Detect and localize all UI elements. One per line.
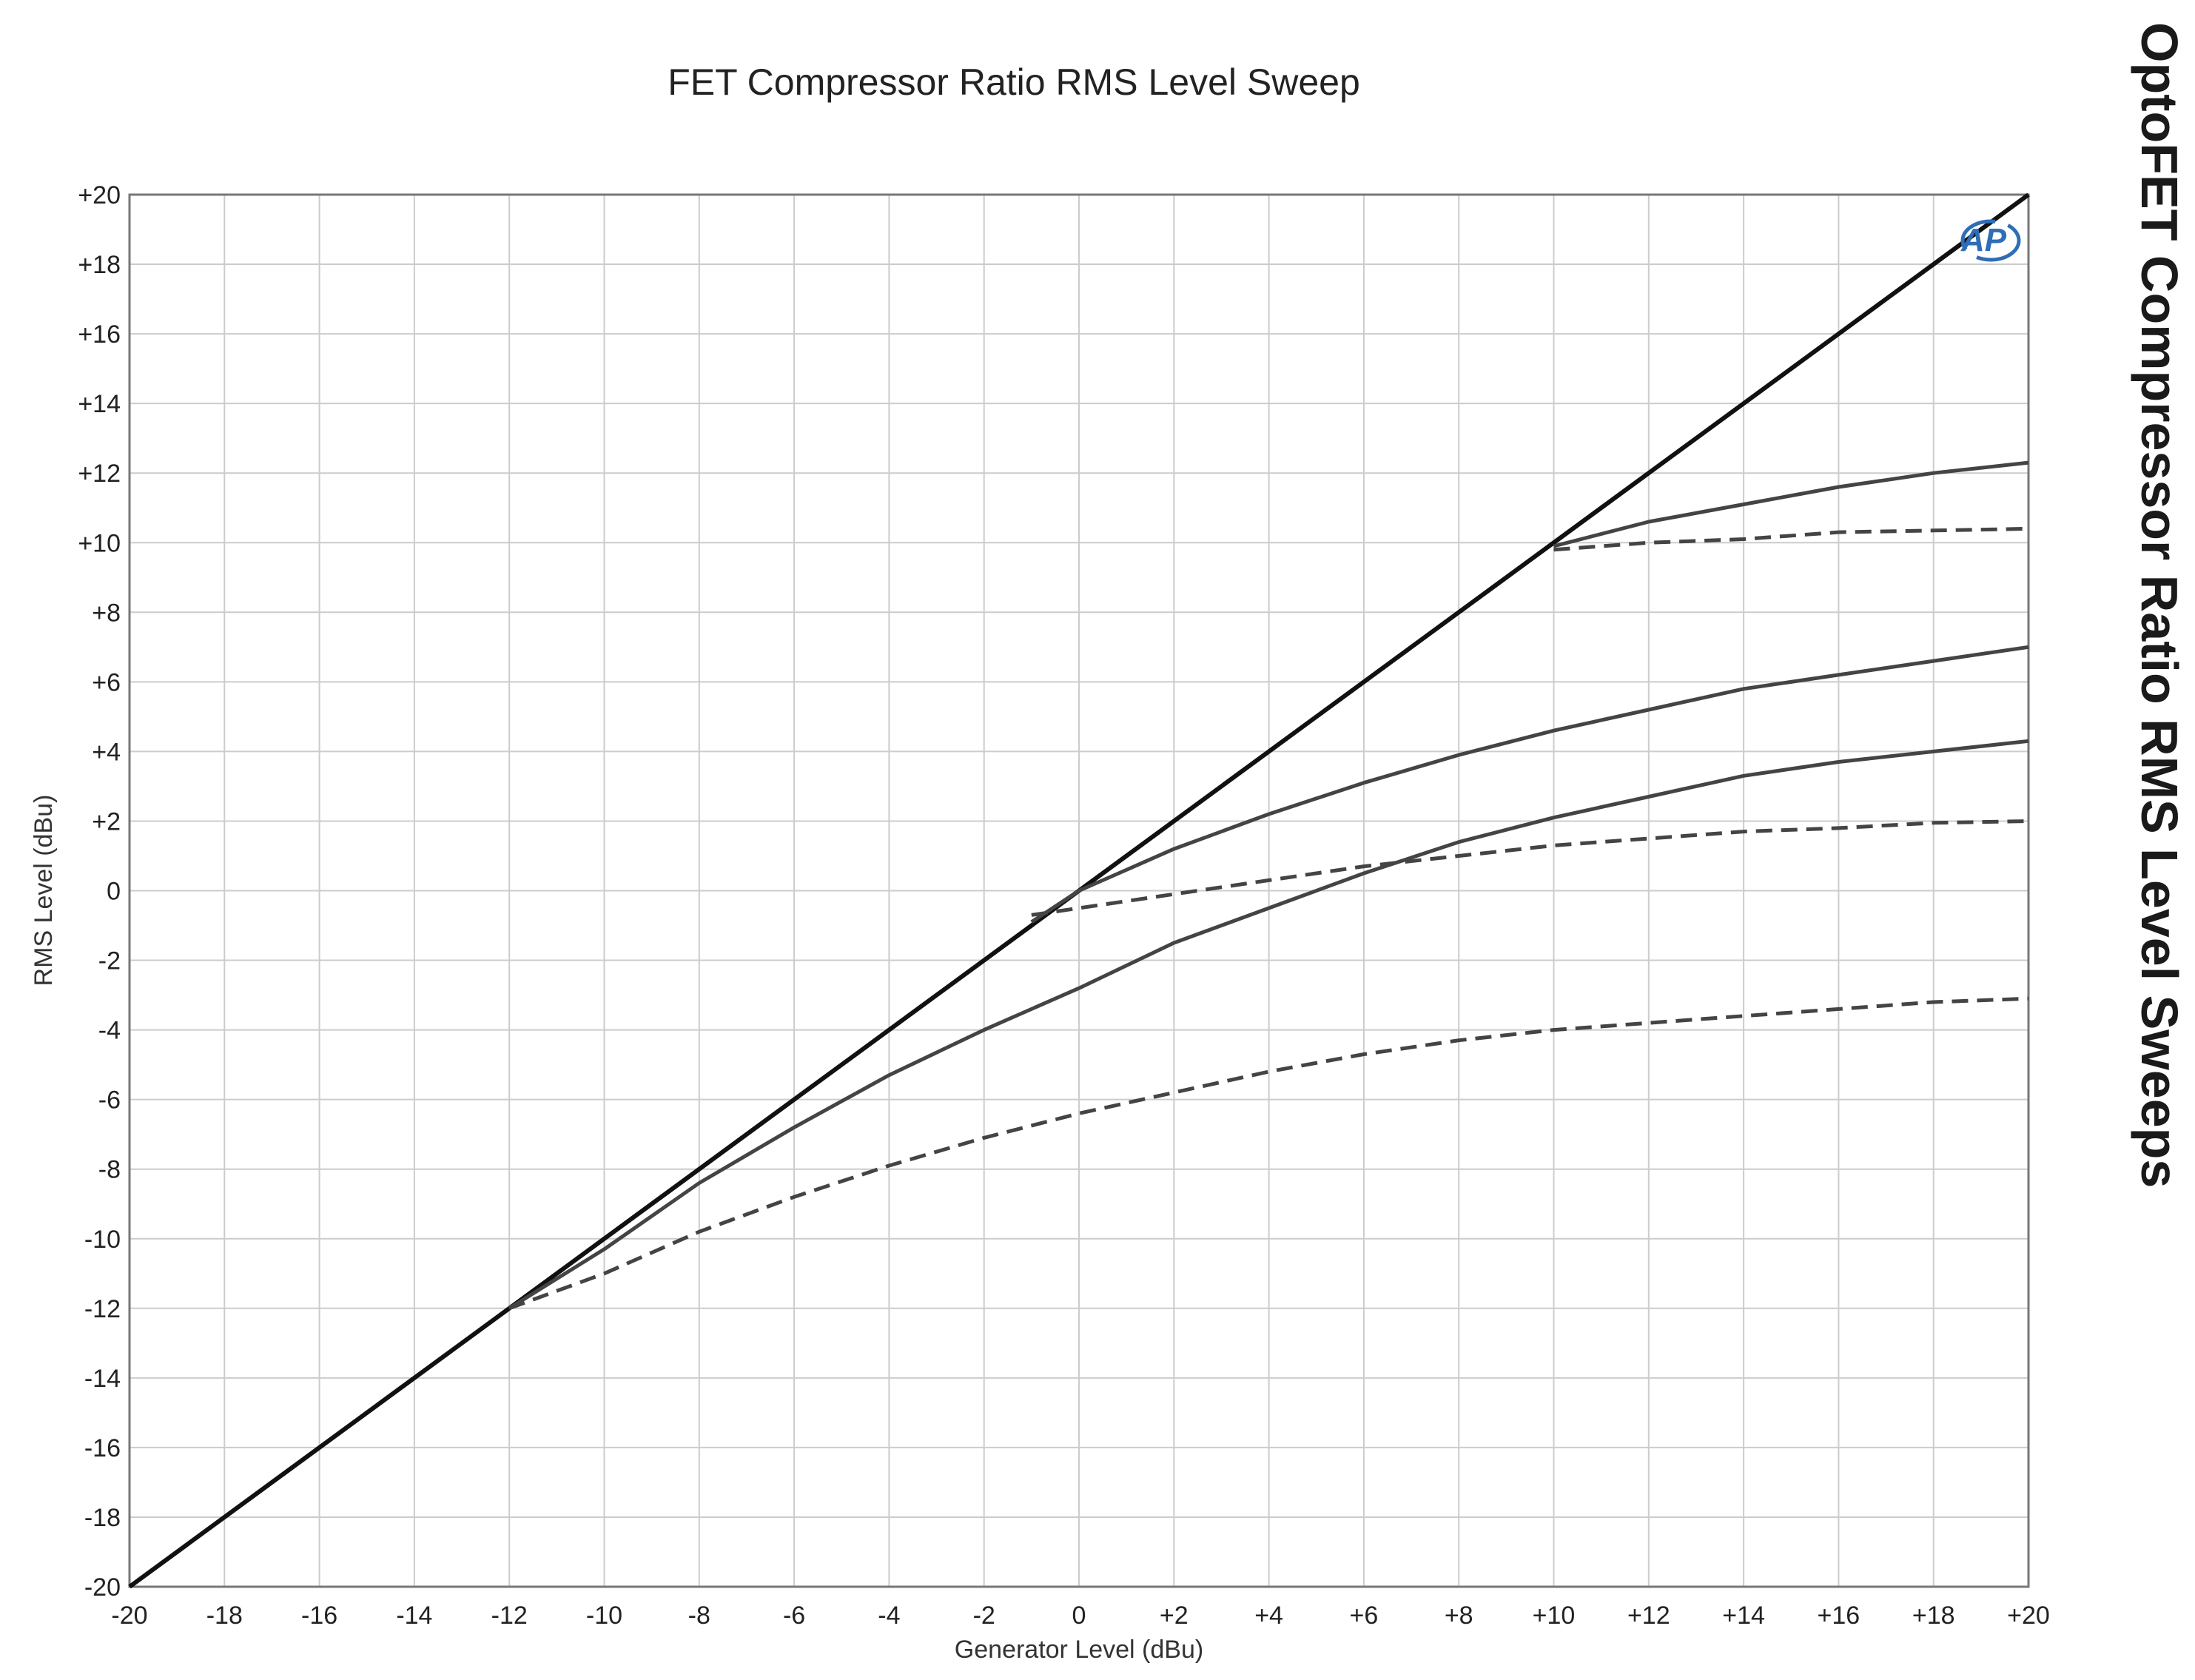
x-tick-label: -4 bbox=[878, 1602, 900, 1630]
y-tick-label: -16 bbox=[84, 1434, 121, 1462]
x-tick-label: +2 bbox=[1160, 1602, 1189, 1630]
y-tick-label: -4 bbox=[98, 1017, 121, 1045]
x-tick-label: 0 bbox=[1072, 1602, 1086, 1630]
x-tick-label: +20 bbox=[2007, 1602, 2050, 1630]
x-axis-ticks: -20 -18 -16 -14 -12 -10 -8 -6 -4 -2 0 +2 +4 +6 +8 +10 +1… bbox=[111, 1602, 2049, 1630]
y-axis-label: RMS Level (dBu) bbox=[30, 795, 58, 987]
plot-frame bbox=[128, 193, 2030, 1588]
y-tick-label: -8 bbox=[98, 1156, 121, 1184]
x-tick-label: +12 bbox=[1627, 1602, 1670, 1630]
x-tick-label: -12 bbox=[491, 1602, 528, 1630]
series-line bbox=[1553, 460, 2029, 548]
x-tick-label: -14 bbox=[396, 1602, 432, 1630]
y-tick-label: -6 bbox=[98, 1086, 121, 1115]
y-tick-label: -2 bbox=[98, 947, 121, 975]
chart-title: FET Compressor Ratio RMS Level Sweep bbox=[668, 61, 1360, 103]
y-tick-label: -20 bbox=[84, 1573, 121, 1602]
y-tick-label: +20 bbox=[78, 181, 121, 209]
y-tick-label: +12 bbox=[78, 460, 121, 488]
x-tick-label: +10 bbox=[1533, 1602, 1576, 1630]
y-tick-label: -18 bbox=[84, 1504, 121, 1532]
y-tick-label: 0 bbox=[107, 878, 121, 906]
y-tick-label: +2 bbox=[92, 807, 121, 836]
grid-lines bbox=[129, 194, 2029, 1587]
y-tick-label: +10 bbox=[78, 529, 121, 557]
x-axis-label: Generator Level (dBu) bbox=[955, 1636, 1203, 1664]
y-tick-label: +14 bbox=[78, 390, 121, 418]
x-tick-label: -6 bbox=[783, 1602, 805, 1630]
y-tick-label: -14 bbox=[84, 1365, 121, 1393]
x-tick-label: +6 bbox=[1350, 1602, 1379, 1630]
x-tick-label: -10 bbox=[586, 1602, 622, 1630]
y-tick-label: -10 bbox=[84, 1226, 121, 1254]
y-tick-label: +4 bbox=[92, 738, 121, 766]
side-title: OptoFET Compressor Ratio RMS Level Sweep… bbox=[2131, 22, 2188, 1189]
x-tick-label: -2 bbox=[973, 1602, 995, 1630]
x-tick-label: -20 bbox=[111, 1602, 147, 1630]
series-line bbox=[1553, 526, 2029, 552]
x-tick-label: -18 bbox=[206, 1602, 243, 1630]
x-tick-label: +16 bbox=[1818, 1602, 1860, 1630]
y-axis-ticks: +20+18+16+14+12+10+8+6+4+20-2-4-6-8-10-1… bbox=[78, 181, 121, 1602]
y-tick-label: -12 bbox=[84, 1295, 121, 1323]
x-tick-label: -8 bbox=[688, 1602, 710, 1630]
y-tick-label: +8 bbox=[92, 599, 121, 627]
x-tick-label: -16 bbox=[301, 1602, 337, 1630]
x-tick-label: +4 bbox=[1254, 1602, 1283, 1630]
x-tick-label: +18 bbox=[1912, 1602, 1955, 1630]
y-tick-label: +16 bbox=[78, 320, 121, 349]
ap-logo-icon: AP bbox=[1960, 219, 2021, 262]
data-series bbox=[128, 192, 2030, 1589]
x-tick-label: +8 bbox=[1445, 1602, 1473, 1630]
series-line bbox=[1031, 819, 2029, 917]
svg-text:AP: AP bbox=[1960, 222, 2007, 258]
y-tick-label: +6 bbox=[92, 668, 121, 696]
series-line bbox=[508, 739, 2029, 1310]
x-tick-label: +14 bbox=[1722, 1602, 1765, 1630]
series-line bbox=[1030, 645, 2029, 924]
y-tick-label: +18 bbox=[78, 251, 121, 279]
